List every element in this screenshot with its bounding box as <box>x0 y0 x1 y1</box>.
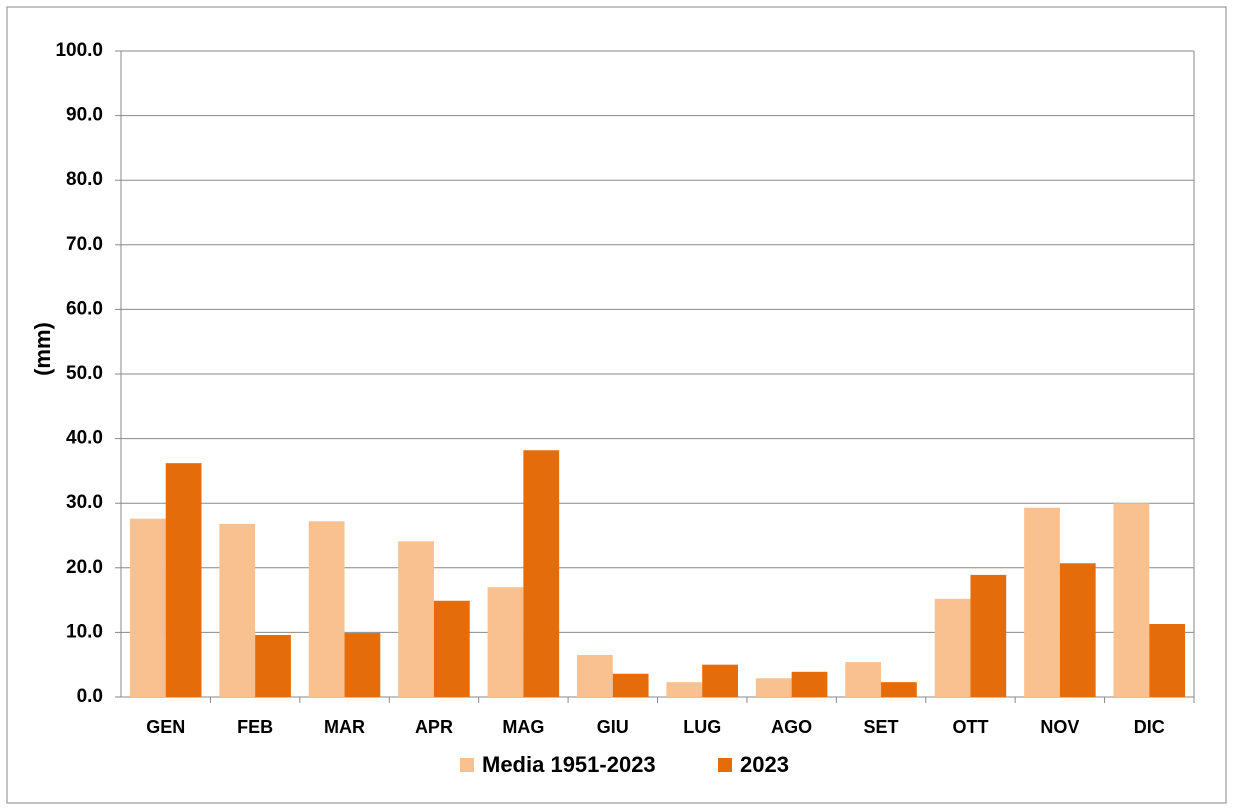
y-tick-label: 90.0 <box>66 105 103 126</box>
bar <box>129 518 166 697</box>
bar <box>219 523 256 697</box>
legend-label: Media 1951-2023 <box>482 752 656 777</box>
y-tick-label: 60.0 <box>66 298 103 319</box>
bar <box>845 662 882 697</box>
x-tick-label: GIU <box>597 717 629 737</box>
x-tick-label: SET <box>864 717 899 737</box>
x-tick-label: GEN <box>146 717 185 737</box>
bar <box>344 633 381 697</box>
chart-frame <box>6 6 1227 804</box>
x-tick-label: NOV <box>1040 717 1079 737</box>
y-tick-label: 50.0 <box>66 363 103 384</box>
bar <box>398 541 434 697</box>
y-tick-label: 70.0 <box>66 234 103 255</box>
bar <box>612 673 649 697</box>
legend-swatch <box>460 758 474 772</box>
bar <box>577 655 613 697</box>
x-tick-label: MAR <box>324 717 365 737</box>
bar <box>791 671 828 697</box>
bar <box>1113 503 1150 697</box>
bar <box>487 587 524 697</box>
bar <box>934 598 971 697</box>
x-tick-label: APR <box>415 717 453 737</box>
bar <box>255 634 291 697</box>
bar <box>523 450 560 697</box>
x-tick-label: MAG <box>502 717 544 737</box>
legend-label: 2023 <box>740 752 789 777</box>
x-tick-label: OTT <box>952 717 988 737</box>
bar <box>433 600 470 697</box>
bar <box>165 463 202 697</box>
bar <box>666 682 703 697</box>
bar <box>308 521 345 697</box>
y-tick-label: 30.0 <box>66 492 103 513</box>
bar <box>881 682 917 697</box>
bar <box>1024 507 1060 697</box>
bar <box>755 678 792 697</box>
y-tick-label: 0.0 <box>77 686 103 707</box>
x-tick-label: AGO <box>771 717 812 737</box>
bar <box>1059 563 1096 697</box>
x-tick-label: LUG <box>683 717 721 737</box>
y-tick-label: 20.0 <box>66 557 103 578</box>
y-tick-label: 100.0 <box>55 40 103 61</box>
x-tick-label: FEB <box>237 717 273 737</box>
bar <box>1149 624 1186 697</box>
y-tick-label: 10.0 <box>66 621 103 642</box>
y-axis-label: (mm) <box>30 322 55 376</box>
y-tick-label: 80.0 <box>66 169 103 190</box>
legend-swatch <box>718 758 732 772</box>
bar <box>970 574 1007 697</box>
bar <box>702 664 738 697</box>
y-tick-label: 40.0 <box>66 428 103 449</box>
x-tick-label: DIC <box>1134 717 1165 737</box>
